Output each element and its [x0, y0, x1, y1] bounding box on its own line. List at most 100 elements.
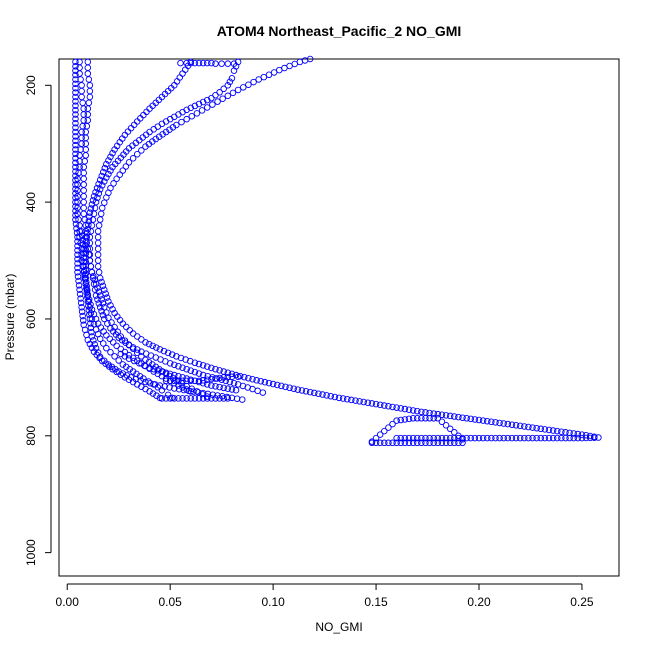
data-point: [228, 373, 236, 381]
data-point: [475, 434, 483, 442]
data-point: [471, 416, 479, 423]
data-point: [83, 289, 91, 296]
data-point: [385, 424, 392, 431]
data-point: [126, 327, 133, 334]
data-point: [446, 434, 454, 442]
data-point: [311, 389, 318, 397]
data-point: [224, 385, 232, 392]
data-point: [360, 398, 367, 406]
data-point: [191, 368, 199, 376]
data-point: [483, 417, 491, 425]
data-point: [92, 188, 99, 196]
data-point: [516, 422, 524, 430]
data-point: [96, 274, 104, 282]
data-point: [222, 377, 230, 385]
data-point: [133, 349, 141, 357]
data-point: [208, 59, 215, 67]
x-tick-label: 0.05: [158, 595, 182, 609]
data-point: [438, 439, 446, 447]
data-point: [72, 102, 79, 109]
data-point: [199, 377, 207, 384]
data-point: [80, 258, 87, 266]
data-point: [442, 434, 450, 442]
data-point: [426, 415, 433, 422]
data-point: [77, 295, 84, 302]
data-point: [521, 423, 528, 430]
data-point: [401, 434, 409, 442]
data-point: [72, 194, 79, 201]
data-point: [578, 431, 586, 438]
data-point: [80, 245, 87, 253]
data-point: [496, 434, 503, 442]
data-point: [224, 82, 232, 89]
data-point: [175, 363, 182, 370]
data-point: [492, 434, 499, 442]
data-point: [381, 402, 388, 409]
data-point: [298, 387, 306, 394]
data-point: [109, 149, 116, 157]
data-point: [79, 241, 87, 248]
x-tick-label: 0.00: [56, 595, 80, 609]
data-point: [178, 118, 185, 126]
data-point: [467, 415, 475, 423]
data-point: [224, 395, 232, 402]
data-point: [446, 412, 454, 420]
data-point: [212, 60, 219, 67]
data-point: [488, 418, 495, 426]
data-point: [537, 425, 545, 433]
data-point: [401, 405, 409, 413]
data-point: [405, 415, 413, 423]
data-point: [154, 367, 162, 374]
data-point: [459, 436, 466, 443]
data-point: [389, 420, 396, 428]
data-point: [195, 378, 203, 386]
data-point: [500, 434, 507, 442]
data-point: [177, 59, 184, 67]
data-point: [72, 176, 79, 184]
data-point: [117, 333, 125, 340]
data-point: [216, 395, 223, 402]
data-point: [259, 389, 267, 396]
data-point: [141, 362, 148, 369]
data-point: [115, 357, 122, 364]
data-point: [94, 284, 101, 292]
data-point: [72, 111, 79, 118]
data-point: [549, 427, 557, 434]
data-point: [110, 180, 117, 187]
data-point: [179, 364, 186, 371]
data-point: [95, 288, 103, 295]
data-point: [570, 430, 577, 437]
data-point: [234, 86, 242, 94]
data-point: [78, 308, 86, 315]
y-tick-label: 1000: [24, 539, 38, 566]
data-point: [84, 293, 91, 301]
data-point: [306, 388, 314, 396]
data-point: [166, 360, 174, 367]
data-point: [72, 80, 79, 88]
data-point: [533, 434, 540, 442]
data-point: [82, 280, 90, 288]
data-point: [72, 155, 79, 162]
data-point: [508, 421, 516, 428]
data-point: [147, 379, 154, 387]
data-point: [525, 434, 532, 442]
data-point: [129, 345, 137, 353]
data-point: [195, 360, 203, 368]
data-point: [224, 373, 232, 381]
data-point: [442, 412, 450, 419]
data-point: [105, 314, 112, 322]
data-point: [549, 434, 557, 442]
data-point: [166, 377, 174, 385]
data-point: [381, 427, 388, 435]
data-point: [265, 71, 273, 79]
data-point: [203, 381, 211, 388]
data-point: [413, 407, 421, 415]
data-point: [578, 434, 586, 442]
data-point: [78, 304, 85, 311]
data-point: [100, 340, 107, 347]
data-point: [385, 402, 392, 410]
data-point: [224, 92, 232, 100]
data-point: [413, 434, 421, 442]
x-axis-label: NO_GMI: [315, 620, 362, 634]
data-point: [187, 395, 195, 402]
